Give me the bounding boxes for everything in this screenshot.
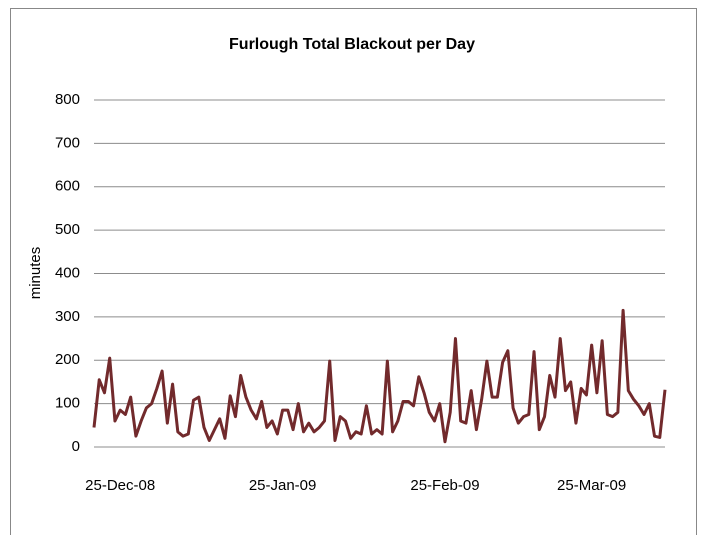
y-tick-label: 600 [55,178,80,195]
y-tick-label: 500 [55,221,80,238]
chart-frame [10,8,697,535]
y-tick-label: 400 [55,264,80,281]
data-line [92,308,667,444]
y-tick-label: 200 [55,351,80,368]
y-tick-label: 0 [72,438,80,455]
y-tick-label: 300 [55,308,80,325]
y-tick-label: 100 [55,395,80,412]
y-axis-label: minutes [27,247,44,300]
x-tick-label: 25-Dec-08 [85,477,155,494]
x-tick-label: 25-Feb-09 [410,477,479,494]
chart-title: Furlough Total Blackout per Day [229,36,475,53]
y-tick-label: 800 [55,91,80,108]
x-tick-label: 25-Mar-09 [557,477,626,494]
x-tick-label: 25-Jan-09 [249,477,317,494]
y-tick-label: 700 [55,134,80,151]
